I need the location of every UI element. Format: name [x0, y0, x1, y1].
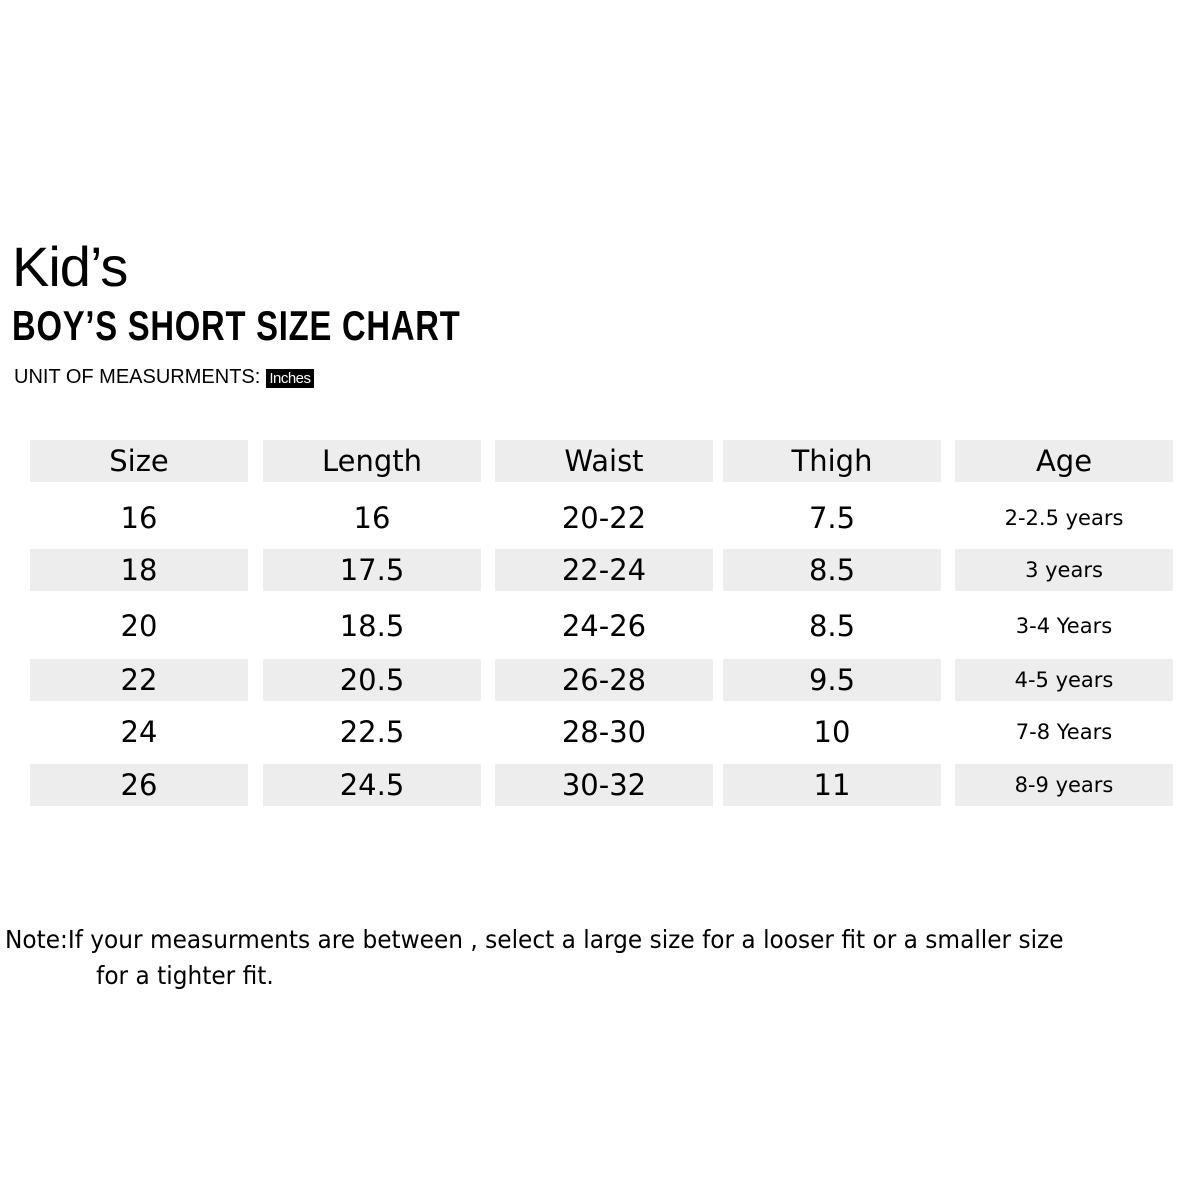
cell-length: 20.5 — [263, 659, 481, 701]
cell-length: 18.5 — [339, 609, 405, 643]
column-header-waist: Waist — [495, 440, 713, 482]
cell-length: 22.5 — [339, 715, 405, 749]
unit-label: UNIT OF MEASURMENTS: — [14, 366, 261, 388]
cell-age: 8-9 years — [955, 764, 1173, 806]
cell-thigh: 7.5 — [808, 501, 856, 535]
heading-kids: Kid’s — [12, 235, 128, 298]
column-header-size: Size — [30, 440, 248, 482]
unit-of-measurement: UNIT OF MEASURMENTS: Inches — [14, 366, 314, 389]
cell-size: 22 — [30, 659, 248, 701]
cell-thigh: 8.5 — [808, 609, 856, 643]
cell-age: 2-2.5 years — [1004, 506, 1124, 530]
cell-length: 24.5 — [263, 764, 481, 806]
cell-waist: 22-24 — [495, 549, 713, 591]
cell-waist: 28-30 — [561, 715, 647, 749]
cell-age: 3 years — [955, 549, 1173, 591]
cell-thigh: 8.5 — [723, 549, 941, 591]
cell-length: 16 — [353, 501, 391, 535]
cell-size: 24 — [120, 715, 158, 749]
cell-waist: 30-32 — [495, 764, 713, 806]
cell-waist: 20-22 — [561, 501, 647, 535]
unit-badge: Inches — [266, 369, 314, 388]
cell-size: 20 — [120, 609, 158, 643]
page-title: BOY’S SHORT SIZE CHART — [12, 302, 461, 349]
cell-age: 3-4 Years — [1015, 614, 1113, 638]
cell-size: 26 — [30, 764, 248, 806]
note-line-1: Note:If your measurments are between , s… — [5, 925, 1064, 954]
note-line-2: for a tighter fit. — [96, 961, 274, 990]
cell-age: 4-5 years — [955, 659, 1173, 701]
cell-thigh: 10 — [813, 715, 851, 749]
column-header-length: Length — [263, 440, 481, 482]
cell-size: 16 — [120, 501, 158, 535]
column-header-age: Age — [955, 440, 1173, 482]
cell-waist: 26-28 — [495, 659, 713, 701]
cell-thigh: 9.5 — [723, 659, 941, 701]
cell-waist: 24-26 — [561, 609, 647, 643]
cell-thigh: 11 — [723, 764, 941, 806]
cell-length: 17.5 — [263, 549, 481, 591]
column-header-thigh: Thigh — [723, 440, 941, 482]
cell-size: 18 — [30, 549, 248, 591]
cell-age: 7-8 Years — [1015, 720, 1113, 744]
note: Note:If your measurments are between , s… — [5, 922, 1064, 994]
